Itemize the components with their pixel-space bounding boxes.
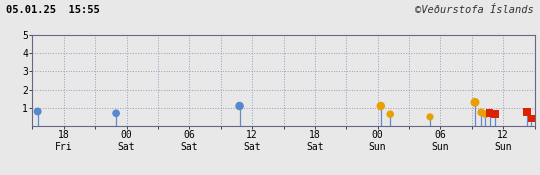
Point bbox=[490, 113, 499, 116]
Point bbox=[485, 112, 494, 115]
Point bbox=[376, 105, 385, 107]
Point bbox=[477, 111, 485, 114]
Point bbox=[471, 101, 480, 104]
Point bbox=[235, 105, 244, 107]
Text: ©Veðurstofa Íslands: ©Veðurstofa Íslands bbox=[415, 5, 534, 15]
Point bbox=[523, 111, 531, 114]
Point bbox=[426, 116, 434, 118]
Point bbox=[386, 113, 395, 116]
Point bbox=[112, 112, 120, 115]
Point bbox=[527, 117, 536, 120]
Text: 05.01.25  15:55: 05.01.25 15:55 bbox=[6, 5, 100, 15]
Point bbox=[481, 113, 490, 116]
Point bbox=[33, 110, 42, 113]
